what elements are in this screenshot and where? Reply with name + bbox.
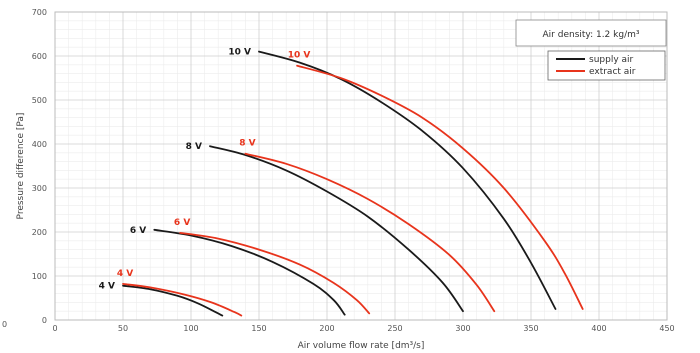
- air-density-annotation: Air density: 1.2 kg/m³: [543, 30, 640, 40]
- curve-label-supply-8v: 8 V: [186, 142, 202, 152]
- curve-label-extract-4v: 4 V: [117, 269, 133, 279]
- x-tick-label: 150: [251, 324, 266, 333]
- x-tick-label: 100: [183, 324, 198, 333]
- y-tick-label: 600: [32, 52, 47, 61]
- curves: [122, 50, 584, 317]
- x-tick-label: 450: [659, 324, 674, 333]
- y-tick-label: 0: [42, 316, 47, 325]
- curve-supply-8v: [209, 145, 464, 313]
- grid-minor: [55, 12, 667, 320]
- curve-extract-8v: [244, 152, 496, 313]
- curve-extract-10v: [296, 64, 584, 310]
- legend-label-supply: supply air: [589, 55, 634, 65]
- x-tick-labels: 0 50 100 150 200 250 300 350 400 450: [52, 324, 674, 333]
- y-tick-labels: 0 100 200 300 400 500 600 700: [32, 8, 47, 325]
- curve-supply-4v: [122, 284, 224, 317]
- y-tick-label: 500: [32, 96, 47, 105]
- x-axis-title: Air volume flow rate [dm³/s]: [298, 341, 425, 351]
- curve-labels: 10 V 10 V 8 V 8 V 6 V 6 V 4 V4 V: [99, 48, 311, 292]
- legend-frame: [547, 50, 666, 81]
- curve-label-extract-6v: 6 V: [174, 218, 190, 228]
- x-tick-label: 350: [523, 324, 538, 333]
- y-axis-title: Pressure difference [Pa]: [16, 113, 26, 220]
- curve-label-supply-6v: 6 V: [130, 226, 146, 236]
- y-tick-label: 400: [32, 140, 47, 149]
- legend: supply air extract air: [547, 50, 666, 81]
- curve-supply-6v: [153, 228, 346, 316]
- y-tick-label: 300: [32, 184, 47, 193]
- x-tick-label: 50: [118, 324, 128, 333]
- curve-label-supply-4v: 4 V: [99, 282, 115, 292]
- annotation-box: Air density: 1.2 kg/m³: [515, 19, 667, 47]
- x-tick-label: 300: [455, 324, 470, 333]
- y-tick-label: 200: [32, 228, 47, 237]
- legend-label-extract: extract air: [589, 67, 636, 77]
- curve-extract-6v: [179, 232, 371, 315]
- x-tick-label: 200: [319, 324, 334, 333]
- curve-extract-4v: [122, 283, 243, 317]
- curve-label-extract-10v: 10 V: [288, 51, 311, 61]
- x-tick-label: 250: [387, 324, 402, 333]
- curve-label-supply-10v: 10 V: [228, 48, 251, 58]
- x-tick-label: 400: [591, 324, 606, 333]
- y-tick-label: 100: [32, 272, 47, 281]
- curve-label-extract-8v: 8 V: [239, 139, 255, 149]
- plot-frame: [54, 11, 668, 321]
- y-tick-label: 700: [32, 8, 47, 17]
- left-edge-tick-label: 0: [2, 320, 7, 329]
- x-tick-label: 0: [52, 324, 57, 333]
- curve-supply-10v: [258, 50, 557, 310]
